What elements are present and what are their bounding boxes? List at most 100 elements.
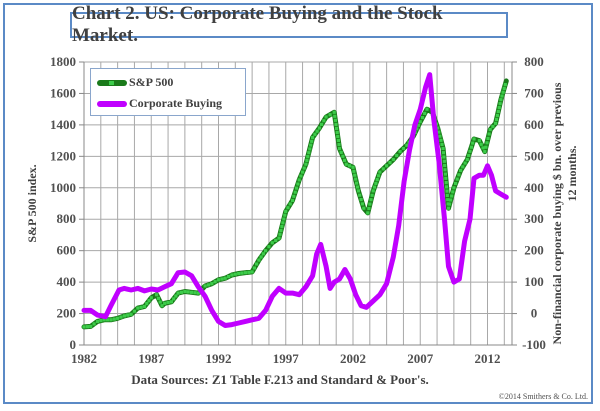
data-point-s-p-500 [372,185,377,189]
data-point-s-p-500 [352,169,356,173]
data-point-s-p-500 [469,145,473,149]
y-left-tick-label: 600 [57,243,77,258]
data-point-s-p-500 [302,166,306,170]
data-point-s-p-500 [385,164,389,168]
data-point-s-p-500 [333,118,337,122]
data-point-s-p-500 [196,291,200,295]
data-point-s-p-500 [227,275,231,279]
data-point-s-p-500 [441,151,446,155]
data-point-s-p-500 [324,115,328,119]
data-point-s-p-500 [317,126,321,130]
data-point-s-p-500 [483,150,487,154]
data-point-s-p-500 [85,325,89,329]
data-point-s-p-500 [465,157,469,162]
data-point-s-p-500 [444,176,448,180]
data-point-s-p-500 [160,304,164,308]
data-point-s-p-500 [145,302,149,306]
data-point-s-p-500 [223,276,227,280]
data-point-s-p-500 [112,317,116,321]
y-right-tick-label: 500 [524,148,544,163]
data-point-s-p-500 [498,102,502,106]
data-point-s-p-500 [156,296,160,300]
data-point-s-p-500 [230,273,234,277]
data-point-s-p-500 [206,283,210,287]
axes [79,61,517,346]
data-point-s-p-500 [311,135,315,140]
data-point-s-p-500 [452,186,456,190]
x-tick-label: 1982 [71,351,97,366]
data-point-s-p-500 [440,142,444,146]
data-point-s-p-500 [136,306,140,310]
data-point-s-p-500 [89,324,93,328]
data-point-s-p-500 [292,194,296,198]
data-point-s-p-500 [183,289,187,294]
data-point-s-p-500 [109,318,113,322]
data-point-s-p-500 [172,297,176,301]
data-point-s-p-500 [126,313,130,317]
data-point-s-p-500 [468,149,472,153]
data-point-s-p-500 [129,312,133,316]
data-point-s-p-500 [344,162,348,166]
data-point-s-p-500 [457,173,461,177]
y-axis-label-right-line1: Non-financial corporate buying $ bn. ove… [550,82,564,344]
data-point-s-p-500 [339,150,343,154]
data-point-s-p-500 [388,161,392,165]
data-point-s-p-500 [304,162,308,166]
y-left-tick-label: 400 [57,274,77,289]
data-point-s-p-500 [443,172,447,176]
data-point-s-p-500 [437,130,441,134]
data-point-s-p-500 [378,170,382,174]
data-point-s-p-500 [334,122,338,126]
data-point-s-p-500 [354,177,358,181]
data-point-s-p-500 [335,126,339,130]
data-point-s-p-500 [278,232,282,236]
x-tick-label: 2007 [407,351,434,366]
data-point-s-p-500 [488,128,492,132]
data-point-s-p-500 [335,130,339,134]
data-point-s-p-500 [82,325,86,329]
data-point-s-p-500 [210,282,214,286]
data-point-s-p-500 [320,122,324,126]
data-point-s-p-500 [270,241,274,245]
data-point-s-p-500 [116,316,120,320]
data-point-s-p-500 [360,202,364,206]
data-point-s-p-500 [286,206,290,210]
data-point-s-p-500 [398,150,402,154]
data-point-s-p-500 [257,258,261,262]
data-point-s-p-500 [438,134,442,138]
copyright-note: ©2014 Smithers & Co. Ltd. [498,392,588,401]
data-point-s-p-500 [348,164,352,168]
series-group [81,72,509,330]
data-point-s-p-500 [92,322,96,326]
data-point-s-p-500 [280,225,284,229]
data-point-s-p-500 [281,221,285,225]
data-point-s-p-500 [193,291,197,295]
data-point-s-p-500 [264,249,268,253]
y-left-tick-label: 200 [57,306,77,321]
data-point-s-p-500 [366,211,370,215]
data-point-s-p-500 [439,138,443,142]
data-point-s-p-500 [445,193,449,197]
data-point-s-p-500 [313,132,317,136]
legend-swatch-corporate-buying [97,100,127,107]
data-point-s-p-500 [216,278,221,282]
data-point-s-p-500 [442,155,446,159]
data-point-s-p-500 [99,319,103,323]
data-point-s-p-500 [139,305,143,309]
data-point-s-p-500 [105,318,110,322]
data-point-s-p-500 [305,158,309,162]
data-point-s-p-500 [355,185,360,189]
data-point-s-p-500 [293,190,297,194]
legend-item-corporate-buying: Corporate Buying [97,96,222,111]
x-tick-label: 2012 [475,351,501,366]
y-right-tick-label: 200 [524,243,544,258]
x-tick-label: 1987 [138,351,165,366]
data-point-s-p-500 [446,198,450,202]
data-point-s-p-500 [467,153,471,157]
data-point-s-p-500 [479,142,483,146]
data-point-s-p-500 [503,83,507,87]
data-point-s-p-500 [355,181,359,185]
data-point-s-p-500 [95,319,100,323]
y-right-tick-label: 800 [524,54,544,69]
